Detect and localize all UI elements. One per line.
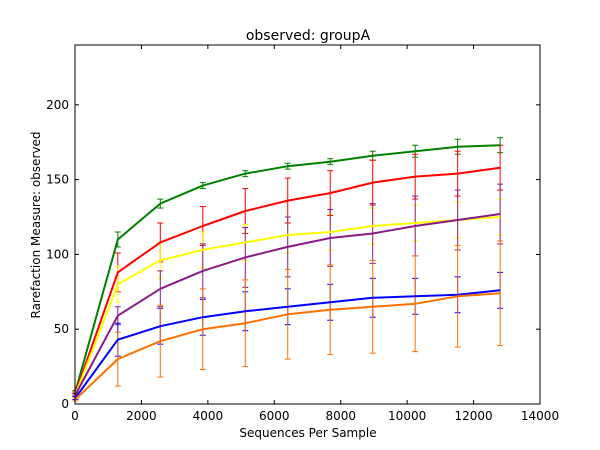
series-0-line: [74, 144, 501, 393]
series-5-line: [74, 292, 501, 401]
series-4-line: [74, 289, 501, 399]
y-tick-label: 0: [61, 397, 69, 411]
y-tick-label: 150: [46, 173, 69, 187]
x-tick-label: 2000: [126, 409, 157, 423]
series-3-line: [74, 213, 501, 396]
y-tick-label: 100: [46, 247, 69, 261]
series-2-line: [74, 216, 501, 396]
plot-frame: [74, 44, 541, 405]
axes: 0 2000 4000 6000 8000 10000 12000 14000 0 50 100 15…: [46, 45, 559, 423]
x-tick-label: 10000: [388, 409, 426, 423]
series-1-line: [74, 166, 501, 394]
y-axis-label: Rarefaction Measure: observed: [29, 132, 43, 319]
x-tick-label: 6000: [259, 409, 290, 423]
x-tick-label: 8000: [325, 409, 356, 423]
x-tick-label: 12000: [454, 409, 492, 423]
chart-title: observed: groupA: [246, 28, 371, 44]
x-axis-label: Sequences Per Sample: [239, 426, 376, 440]
x-tick-label: 14000: [521, 409, 559, 423]
y-tick-label: 50: [54, 322, 69, 336]
x-tick-label: 4000: [193, 409, 224, 423]
plot-area: [72, 137, 504, 402]
y-tick-label: 200: [46, 98, 69, 112]
x-tick-label: 0: [71, 409, 79, 423]
